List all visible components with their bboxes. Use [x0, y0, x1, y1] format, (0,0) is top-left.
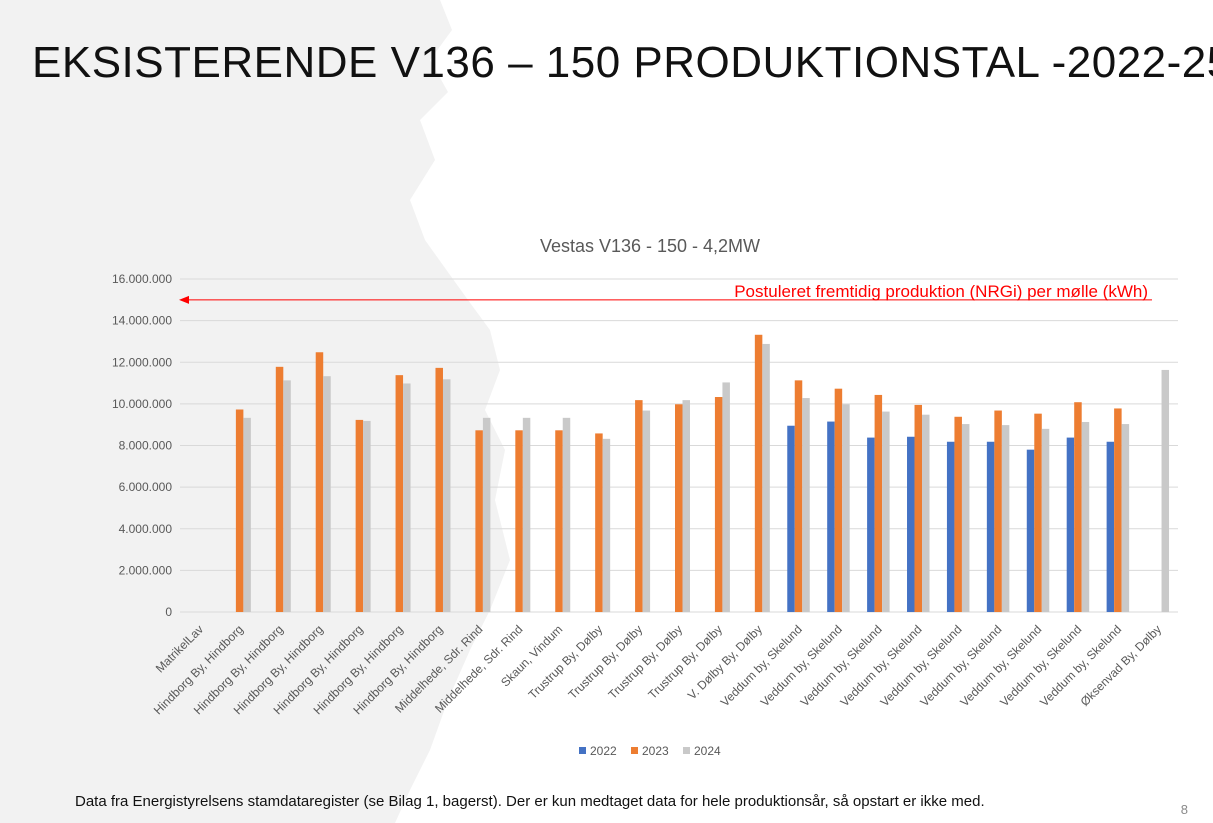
bar-2023	[275, 366, 284, 612]
bar-2024	[283, 380, 291, 612]
bar-2023	[435, 367, 443, 612]
legend-swatch-2022	[579, 747, 586, 754]
bar-2024	[882, 411, 890, 612]
y-tick-label: 12.000.000	[112, 355, 172, 369]
bar-2023	[994, 410, 1002, 612]
bar-2023	[1034, 413, 1042, 612]
legend: 2022 2023 2024	[579, 744, 721, 758]
bar-2023	[515, 430, 523, 612]
bar-2023	[595, 433, 603, 612]
bar-2023	[235, 409, 244, 612]
footnote: Data fra Energistyrelsens stamdataregist…	[75, 793, 985, 810]
legend-label-2023: 2023	[642, 744, 669, 758]
legend-swatch-2024	[683, 747, 690, 754]
bar-2022	[1106, 441, 1115, 612]
bar-2023	[754, 334, 763, 612]
legend-swatch-2023	[631, 747, 638, 754]
annotation-text: Postuleret fremtidig produktion (NRGi) p…	[734, 282, 1148, 301]
bar-2024	[682, 400, 690, 612]
bar-2022	[986, 441, 995, 612]
annotation: Postuleret fremtidig produktion (NRGi) p…	[179, 282, 1152, 304]
bar-2022	[946, 441, 955, 612]
bar-2024	[323, 376, 331, 612]
chart-title: Vestas V136 - 150 - 4,2MW	[540, 236, 760, 256]
bar-2024	[842, 404, 850, 612]
y-tick-label: 10.000.000	[112, 397, 172, 411]
y-axis-tick-labels: 0 2.000.000 4.000.000 6.000.000 8.000.000 10.…	[112, 272, 172, 619]
bar-2023	[1074, 402, 1082, 612]
bar-2023	[555, 430, 563, 612]
bars	[235, 334, 1170, 612]
bar-2024	[562, 417, 571, 612]
bar-2023	[475, 430, 483, 612]
bar-2022	[907, 436, 915, 612]
bar-2023	[1114, 408, 1122, 612]
y-tick-label: 4.000.000	[119, 522, 173, 536]
bar-2024	[602, 438, 611, 612]
bar-2024	[922, 414, 930, 612]
bar-2024	[762, 343, 770, 612]
bar-2022	[867, 437, 875, 612]
bar-2023	[954, 416, 962, 612]
bar-2022	[827, 421, 835, 612]
bar-2024	[243, 417, 251, 612]
legend-label-2022: 2022	[590, 744, 617, 758]
y-tick-label: 0	[165, 605, 172, 619]
bar-2023	[635, 400, 643, 612]
bar-2024	[1121, 424, 1130, 612]
bar-2023	[914, 404, 923, 612]
bar-2023	[834, 388, 843, 612]
slide-title: EKSISTERENDE V136 – 150 PRODUKTIONSTAL -…	[32, 38, 1213, 87]
bar-2023	[794, 380, 803, 612]
bar-2024	[961, 424, 970, 612]
bar-2022	[787, 425, 795, 612]
bar-2023	[355, 419, 364, 612]
x-tick-label: Trustrup By, Dølby	[645, 622, 725, 702]
bar-2023	[874, 394, 883, 612]
bar-2022	[1026, 449, 1035, 612]
bar-2024	[522, 417, 531, 612]
y-tick-label: 6.000.000	[119, 480, 173, 494]
bar-2022	[1066, 437, 1075, 612]
x-tick-label: Trustrup By, Dølby	[566, 622, 646, 702]
y-tick-label: 16.000.000	[112, 272, 172, 286]
bar-2024	[802, 398, 810, 612]
x-tick-label: Trustrup By, Dølby	[605, 622, 685, 702]
page-number: 8	[1180, 802, 1188, 817]
bar-2024	[722, 382, 730, 612]
bar-2023	[315, 352, 324, 612]
bar-2023	[675, 404, 683, 612]
bar-2024	[1081, 421, 1090, 612]
x-tick-label: V. Dølby By, Dølby	[685, 622, 765, 702]
bar-2024	[642, 410, 651, 612]
bar-2024	[403, 383, 411, 612]
annotation-arrowhead	[179, 295, 189, 304]
bar-2024	[1041, 428, 1050, 612]
y-tick-label: 2.000.000	[119, 563, 173, 577]
bar-2024	[482, 417, 491, 612]
bar-2024	[442, 379, 451, 612]
bar-2023	[714, 397, 723, 612]
legend-label-2024: 2024	[694, 744, 721, 758]
x-tick-label: Trustrup By, Dølby	[526, 622, 606, 702]
y-tick-label: 14.000.000	[112, 314, 172, 328]
bar-2023	[395, 375, 404, 612]
bar-2024	[1161, 369, 1170, 612]
y-tick-label: 8.000.000	[119, 439, 173, 453]
bar-2024	[1001, 425, 1010, 612]
bar-2024	[363, 420, 371, 612]
